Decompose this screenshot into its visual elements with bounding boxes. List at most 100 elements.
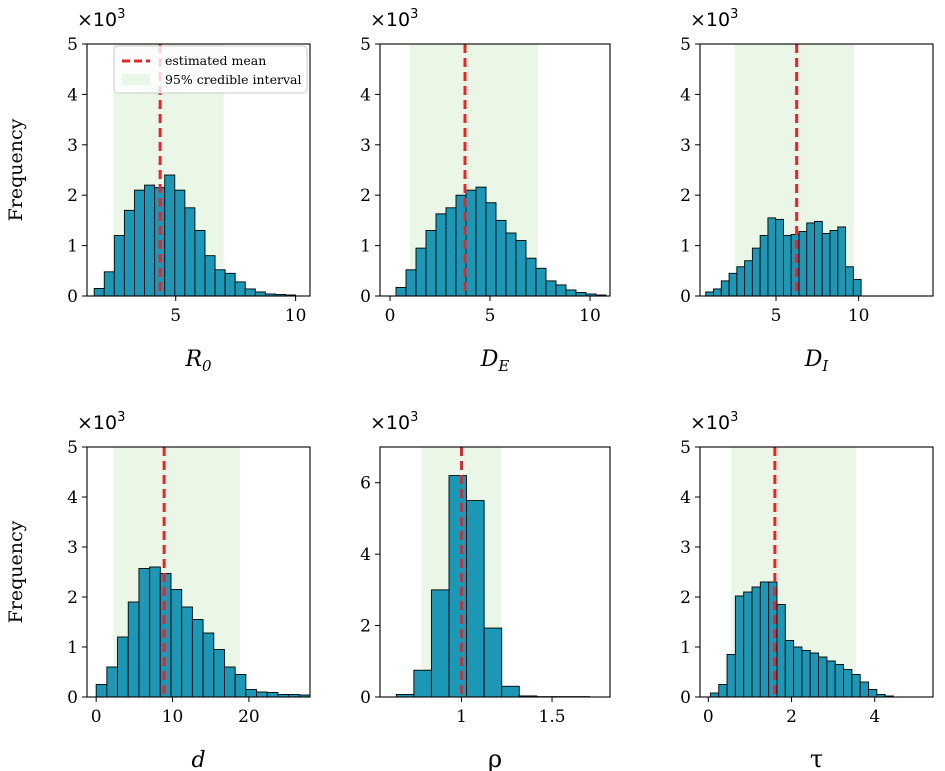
x-axis-label: ρ xyxy=(488,745,502,771)
histogram-bar xyxy=(555,284,567,296)
histogram-bar xyxy=(113,235,125,296)
histogram-bar xyxy=(767,217,777,296)
histogram-bar xyxy=(425,230,437,296)
x-tick-label: 5 xyxy=(170,306,181,326)
histogram-bar xyxy=(445,207,457,296)
y-tick-label: 2 xyxy=(360,617,371,637)
x-tick-label: 10 xyxy=(162,707,184,727)
histogram-bar xyxy=(806,222,815,296)
histogram-bar xyxy=(448,475,468,697)
histogram-bar xyxy=(818,656,828,697)
x-axis-label-main: D xyxy=(804,347,823,372)
x-tick-label: 2 xyxy=(786,707,797,727)
histogram-bar xyxy=(483,627,503,697)
x-tick-label: 20 xyxy=(238,707,260,727)
histogram-bar xyxy=(535,267,547,296)
histogram-bar xyxy=(784,640,795,697)
x-axis-label-subscript: E xyxy=(497,357,509,375)
histogram-bar xyxy=(103,271,115,296)
y-tick-label: 4 xyxy=(360,545,371,565)
histogram-bar xyxy=(720,280,730,296)
histogram-bar xyxy=(734,595,745,697)
y-tick-label: 0 xyxy=(360,287,371,307)
y-multiplier-base: ×10 xyxy=(690,9,730,31)
panel-5: 0 2 4 6 1 1.5 ×103 ρ xyxy=(360,410,611,771)
histogram-bar xyxy=(266,692,279,697)
x-tick-label: 0 xyxy=(385,306,396,326)
histogram-bar xyxy=(843,669,853,697)
histogram-bar xyxy=(485,202,497,296)
histogram-bar xyxy=(254,291,266,296)
histogram-bar xyxy=(164,174,176,296)
y-tick-label: 0 xyxy=(67,688,78,708)
histogram-bar xyxy=(93,287,105,296)
legend-ci-swatch xyxy=(122,74,150,85)
y-tick-label: 5 xyxy=(680,35,691,55)
histogram-bar xyxy=(826,660,836,697)
histogram-bar xyxy=(204,255,216,296)
histogram-bar xyxy=(736,266,746,296)
y-tick-label: 4 xyxy=(67,85,78,105)
histogram-bar xyxy=(184,207,196,296)
x-axis-label: τ xyxy=(810,745,823,771)
histogram-bar xyxy=(245,689,257,697)
y-multiplier-base: ×10 xyxy=(370,9,410,31)
x-tick-label: 0 xyxy=(703,707,714,727)
histogram-bar xyxy=(202,632,215,697)
y-multiplier-base: ×10 xyxy=(690,412,730,434)
histogram-bar xyxy=(751,586,761,697)
histogram-bar xyxy=(775,218,784,296)
legend-mean-label: estimated mean xyxy=(165,53,266,68)
histogram-bar xyxy=(713,288,722,296)
plot-area xyxy=(395,447,590,697)
histogram-bar xyxy=(174,189,186,296)
histogram-bar xyxy=(138,568,151,697)
histogram-bar xyxy=(395,286,407,296)
y-tick-label: 5 xyxy=(680,438,691,458)
x-axis-label-main: τ xyxy=(810,745,823,771)
legend-ci-label: 95% credible interval xyxy=(165,72,301,87)
y-tick-label: 4 xyxy=(360,85,371,105)
histogram-bar xyxy=(117,636,129,697)
histogram-bar xyxy=(214,269,226,296)
x-tick-label: 10 xyxy=(285,306,307,326)
y-multiplier: ×103 xyxy=(77,7,125,31)
y-multiplier-exponent: 3 xyxy=(117,410,125,425)
x-tick-label: 10 xyxy=(848,306,870,326)
histogram-bar xyxy=(744,260,753,296)
y-multiplier: ×103 xyxy=(690,410,738,434)
histogram-bar xyxy=(256,691,268,697)
histogram-bar xyxy=(705,291,715,296)
histogram-bar xyxy=(244,288,256,296)
histogram-bar xyxy=(726,654,736,697)
histogram-bar xyxy=(793,646,803,697)
histogram-bar xyxy=(95,684,108,697)
y-tick-label: 0 xyxy=(680,287,691,307)
histogram-bar xyxy=(123,209,135,296)
axes-frame xyxy=(699,43,934,297)
y-tick-label: 2 xyxy=(67,186,78,206)
axes-frame xyxy=(86,446,311,698)
histogram-bar xyxy=(495,219,507,296)
histogram-bar xyxy=(759,581,770,697)
plot-area xyxy=(705,44,862,296)
histogram-bar xyxy=(159,573,172,697)
y-multiplier: ×103 xyxy=(690,7,738,31)
histogram-bar xyxy=(851,674,861,697)
y-tick-label: 0 xyxy=(680,688,691,708)
y-tick-label: 4 xyxy=(67,488,78,508)
y-multiplier-exponent: 3 xyxy=(730,7,738,22)
y-multiplier-base: ×10 xyxy=(77,9,117,31)
x-tick-label: 0 xyxy=(91,707,102,727)
histogram-bar xyxy=(413,669,432,697)
histogram-bar xyxy=(234,281,246,296)
x-tick-label: 5 xyxy=(771,306,782,326)
y-tick-label: 2 xyxy=(680,588,691,608)
y-tick-label: 6 xyxy=(360,474,371,494)
histogram-bar xyxy=(224,666,236,697)
histogram-bar xyxy=(545,280,557,296)
histogram-bar xyxy=(801,650,811,697)
